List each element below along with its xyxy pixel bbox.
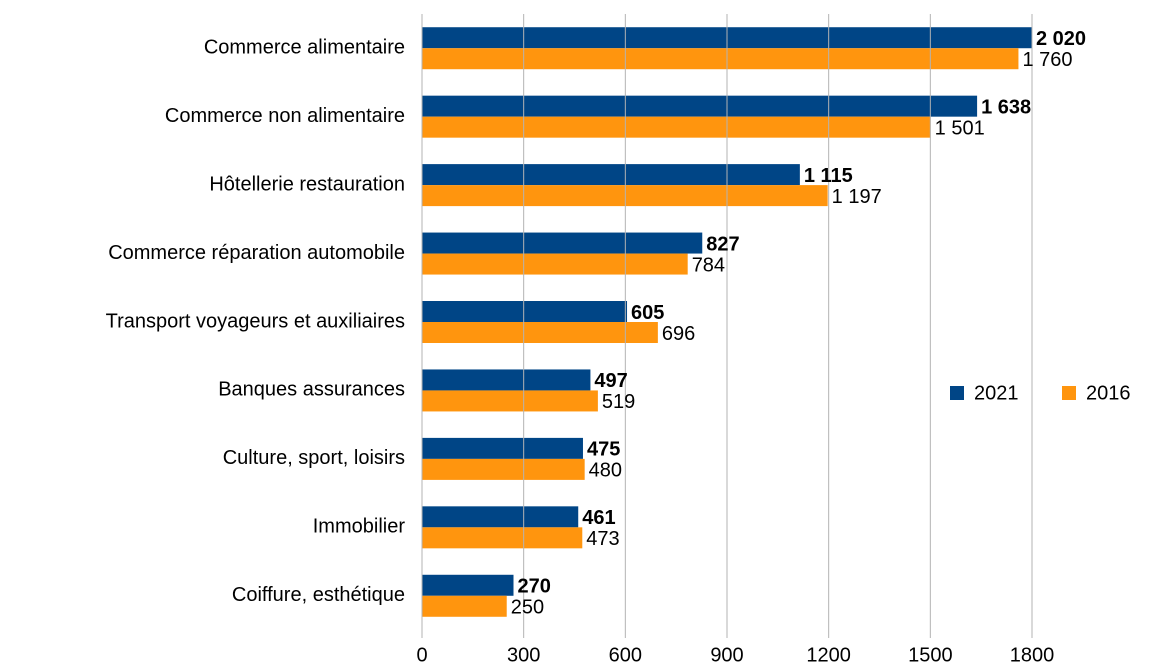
category-label: Coiffure, esthétique [232,584,405,606]
category-label: Transport voyageurs et auxiliaires [106,310,405,332]
x-tick-label: 0 [416,644,427,665]
x-tick-label: 900 [710,644,743,665]
legend-label: 2016 [1086,382,1131,404]
x-tick-label: 1500 [908,644,953,665]
x-tick-label: 1800 [1010,644,1055,665]
bar [422,369,591,391]
bar [422,527,583,549]
x-tick-label: 300 [507,644,540,665]
data-label: 473 [586,528,619,550]
legend-label: 2021 [974,382,1019,404]
category-label: Commerce réparation automobile [108,242,405,264]
data-label: 1 197 [832,186,882,208]
bar [422,574,514,596]
category-label: Immobilier [313,516,406,538]
x-tick-label: 1200 [806,644,851,665]
data-label: 827 [706,233,739,255]
data-label: 784 [692,254,725,276]
data-label: 605 [631,302,664,324]
category-label: Banques assurances [218,379,405,401]
legend-swatch [1062,386,1076,400]
category-label: Commerce alimentaire [204,37,405,59]
bar [422,506,579,528]
category-label: Hôtellerie restauration [209,173,405,195]
data-label: 250 [511,597,544,619]
bar [422,595,507,617]
bar [422,301,628,322]
legend-swatch [950,386,964,400]
category-label: Commerce non alimentaire [165,105,405,127]
data-label: 497 [594,370,627,392]
bar [422,322,658,343]
bar [422,164,800,186]
category-label: Culture, sport, loisirs [223,447,405,469]
bar [422,116,931,138]
data-label: 1 638 [981,96,1031,118]
bar [422,185,828,207]
data-label: 270 [518,576,551,598]
bar [422,437,583,459]
bar [422,253,688,275]
plot-area [422,27,1032,617]
data-label: 696 [662,323,695,345]
data-label: 1 760 [1022,49,1072,71]
bar [422,27,1032,49]
bar [422,48,1019,70]
bar [422,95,978,117]
data-label: 480 [589,460,622,482]
bar [422,458,585,480]
data-label: 461 [582,507,615,529]
data-label: 1 115 [804,165,853,187]
data-label: 2 020 [1036,28,1086,50]
x-tick-label: 600 [609,644,642,665]
bar [422,232,703,254]
data-label: 475 [587,439,620,461]
data-label: 1 501 [935,117,985,139]
bar [422,390,598,412]
data-label: 519 [602,391,635,413]
